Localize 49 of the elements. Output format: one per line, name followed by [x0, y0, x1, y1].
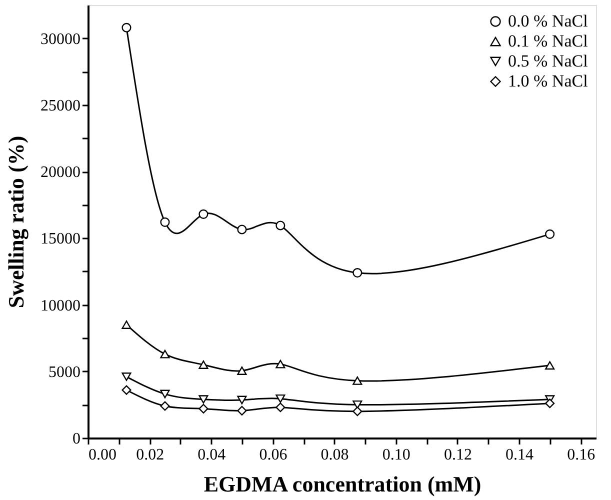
- point: [160, 217, 170, 227]
- point: [237, 396, 247, 404]
- point: [237, 224, 247, 234]
- point: [237, 406, 247, 416]
- point: [352, 268, 362, 278]
- y-tick-label: 0: [72, 430, 80, 448]
- point: [545, 361, 555, 370]
- point: [198, 209, 208, 219]
- legend-label: 0.1 % NaCl: [508, 32, 588, 50]
- point: [198, 404, 208, 414]
- x-tick-label: 0.14: [506, 446, 534, 464]
- point: [160, 350, 170, 358]
- point: [122, 22, 132, 32]
- y-tick-label: 25000: [40, 97, 80, 114]
- x-tick-label: 0.08: [320, 446, 349, 464]
- x-tick-label: 0.00: [88, 446, 116, 464]
- point: [352, 400, 362, 409]
- point: [122, 372, 132, 381]
- y-tick-label: 15000: [40, 230, 80, 248]
- y-tick-label: 20000: [40, 164, 80, 182]
- x-tick-label: 0.12: [444, 446, 472, 464]
- point: [545, 398, 555, 408]
- x-tick-label: 0.06: [259, 446, 288, 464]
- point: [160, 401, 170, 411]
- point: [276, 360, 286, 368]
- x-tick-label: 0.02: [136, 446, 164, 464]
- legend-label: 0.5 % NaCl: [508, 52, 588, 70]
- point: [160, 390, 170, 398]
- point: [122, 385, 132, 395]
- point: [352, 406, 362, 416]
- y-tick-label: 5000: [48, 364, 80, 381]
- point: [198, 360, 208, 369]
- point: [276, 220, 286, 230]
- x-tick-label: 0.04: [198, 446, 226, 464]
- y-tick-label: 30000: [40, 30, 80, 48]
- legend-label: 1.0 % NaCl: [508, 72, 588, 90]
- point: [237, 366, 247, 375]
- point: [198, 395, 208, 404]
- point: [276, 394, 286, 403]
- x-tick-label: 0.16: [567, 446, 596, 464]
- legend-label: 0.0 % NaCl: [508, 12, 588, 30]
- point: [545, 229, 555, 239]
- point: [352, 376, 362, 385]
- x-tick-label: 0.10: [382, 446, 410, 464]
- y-tick-label: 10000: [40, 297, 80, 314]
- point: [122, 320, 132, 329]
- y-axis-title: Swelling ratio (%): [4, 136, 28, 308]
- x-axis-title: EGDMA concentration (mM): [204, 472, 482, 496]
- point: [276, 402, 286, 412]
